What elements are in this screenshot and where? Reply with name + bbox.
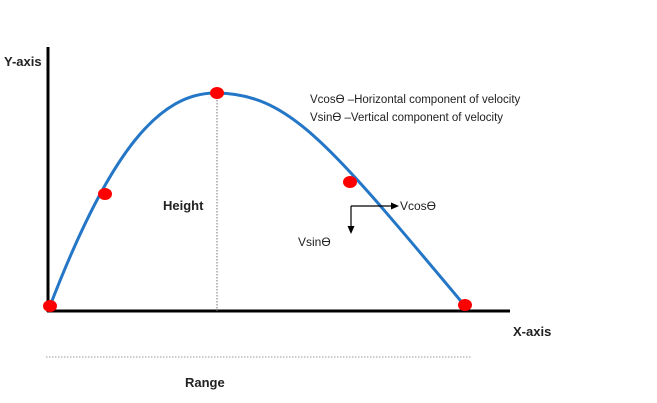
- trajectory-point-end: [458, 299, 472, 311]
- vcos-label: Vcosϴ: [400, 199, 436, 213]
- y-axis-label: Y-axis: [4, 54, 42, 69]
- height-label: Height: [163, 198, 204, 213]
- legend-vertical-component: Vsinϴ –Vertical component of velocity: [310, 112, 503, 124]
- trajectory-point-start: [43, 300, 57, 312]
- trajectory-point-descending: [343, 176, 357, 188]
- vsin-label: Vsinϴ: [298, 235, 331, 249]
- vertical-arrowhead-icon: [347, 226, 355, 234]
- horizontal-arrowhead-icon: [391, 202, 399, 210]
- x-axis-label: X-axis: [513, 324, 551, 339]
- trajectory-point-ascending: [98, 188, 112, 200]
- trajectory-point-peak: [210, 87, 224, 99]
- velocity-components-arrows: [347, 202, 399, 234]
- range-label: Range: [185, 375, 225, 390]
- legend-horizontal-component: Vcosϴ –Horizontal component of velocity: [310, 94, 521, 106]
